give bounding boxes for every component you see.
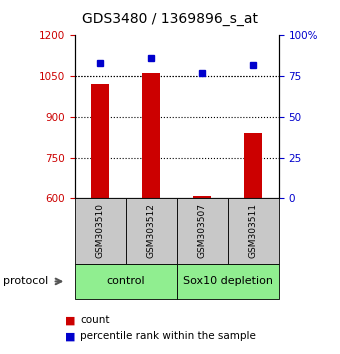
Text: protocol: protocol [3, 276, 49, 286]
Bar [244, 133, 262, 198]
Text: ■: ■ [65, 331, 75, 341]
Text: GSM303512: GSM303512 [147, 204, 156, 258]
Text: GSM303511: GSM303511 [249, 204, 258, 258]
Text: GSM303507: GSM303507 [198, 204, 207, 258]
Text: control: control [106, 276, 145, 286]
Bar [142, 73, 160, 198]
Text: GSM303510: GSM303510 [96, 204, 105, 258]
Text: Sox10 depletion: Sox10 depletion [183, 276, 273, 286]
Text: percentile rank within the sample: percentile rank within the sample [80, 331, 256, 341]
Text: GDS3480 / 1369896_s_at: GDS3480 / 1369896_s_at [82, 12, 258, 27]
Text: count: count [80, 315, 109, 325]
Bar [193, 196, 211, 198]
Bar [91, 84, 109, 198]
Text: ■: ■ [65, 315, 75, 325]
